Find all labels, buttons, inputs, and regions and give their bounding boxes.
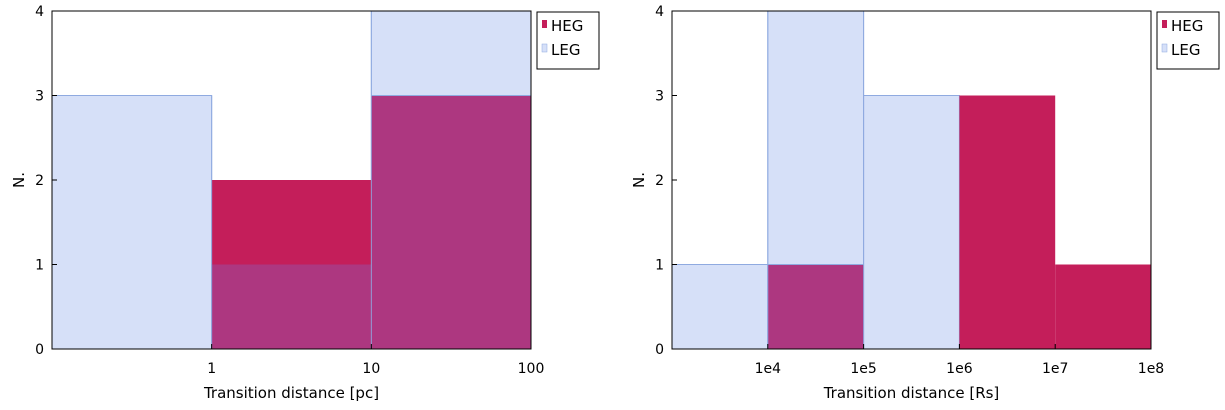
y-axis-title: N. (630, 172, 648, 188)
y-tick-label: 1 (35, 258, 44, 274)
bar-leg-1 (671, 264, 769, 350)
x-tick-label: 1e6 (946, 361, 973, 377)
y-axis-ticks: 0 1 2 3 4 (35, 4, 57, 358)
histogram-panel-rs: 0 1 2 3 4 1e4 1e5 1e6 1e7 1e8 Transition distanc… (630, 4, 1220, 402)
x-tick-label: 1e4 (755, 361, 782, 377)
y-tick-label: 2 (35, 173, 44, 189)
legend-box (1156, 11, 1220, 70)
y-tick-label: 0 (35, 342, 44, 358)
bar-heg-3 (1055, 264, 1151, 349)
bar-leg-1 (51, 95, 213, 350)
y-tick-label: 1 (655, 258, 664, 274)
y-axis-ticks: 0 1 2 3 4 (655, 4, 677, 358)
legend: HEG LEG (536, 11, 600, 70)
legend-swatch-leg (541, 43, 548, 53)
legend-label-leg: LEG (1171, 41, 1200, 59)
x-axis-ticks: 1 10 100 (207, 344, 544, 377)
x-axis-ticks: 1e4 1e5 1e6 1e7 1e8 (755, 344, 1164, 377)
x-tick-label: 1e5 (850, 361, 876, 377)
histogram-panel-pc: 0 1 2 3 4 1 10 100 Transition distance [pc] N.… (10, 4, 600, 402)
y-tick-label: 3 (655, 89, 664, 105)
bar-overlap-2 (371, 95, 531, 349)
y-tick-label: 4 (655, 4, 664, 20)
y-tick-label: 0 (655, 342, 664, 358)
legend-swatch-heg (542, 20, 547, 28)
legend: HEG LEG (1156, 11, 1220, 70)
legend-box (536, 11, 600, 70)
bar-leg-3 (863, 95, 960, 350)
x-tick-label: 10 (362, 361, 380, 377)
legend-label-leg: LEG (551, 41, 580, 59)
bar-overlap-1 (211, 264, 372, 349)
x-axis-title: Transition distance [Rs] (823, 384, 1000, 402)
legend-label-heg: HEG (1171, 17, 1203, 35)
legend-swatch-heg (1162, 20, 1167, 28)
x-axis-title: Transition distance [pc] (203, 384, 379, 402)
y-tick-label: 3 (35, 89, 44, 105)
y-axis-title: N. (10, 172, 28, 188)
histogram-bars (671, 10, 1151, 350)
bar-overlap-1 (767, 264, 864, 349)
x-tick-label: 100 (518, 361, 545, 377)
x-tick-label: 1e7 (1042, 361, 1068, 377)
bar-heg-2 (959, 95, 1056, 349)
histogram-bars (51, 10, 532, 350)
y-tick-label: 4 (35, 4, 44, 20)
x-tick-label: 1e8 (1138, 361, 1164, 377)
legend-label-heg: HEG (551, 17, 583, 35)
legend-swatch-leg (1161, 43, 1168, 53)
x-tick-label: 1 (207, 361, 216, 377)
y-tick-label: 2 (655, 173, 664, 189)
